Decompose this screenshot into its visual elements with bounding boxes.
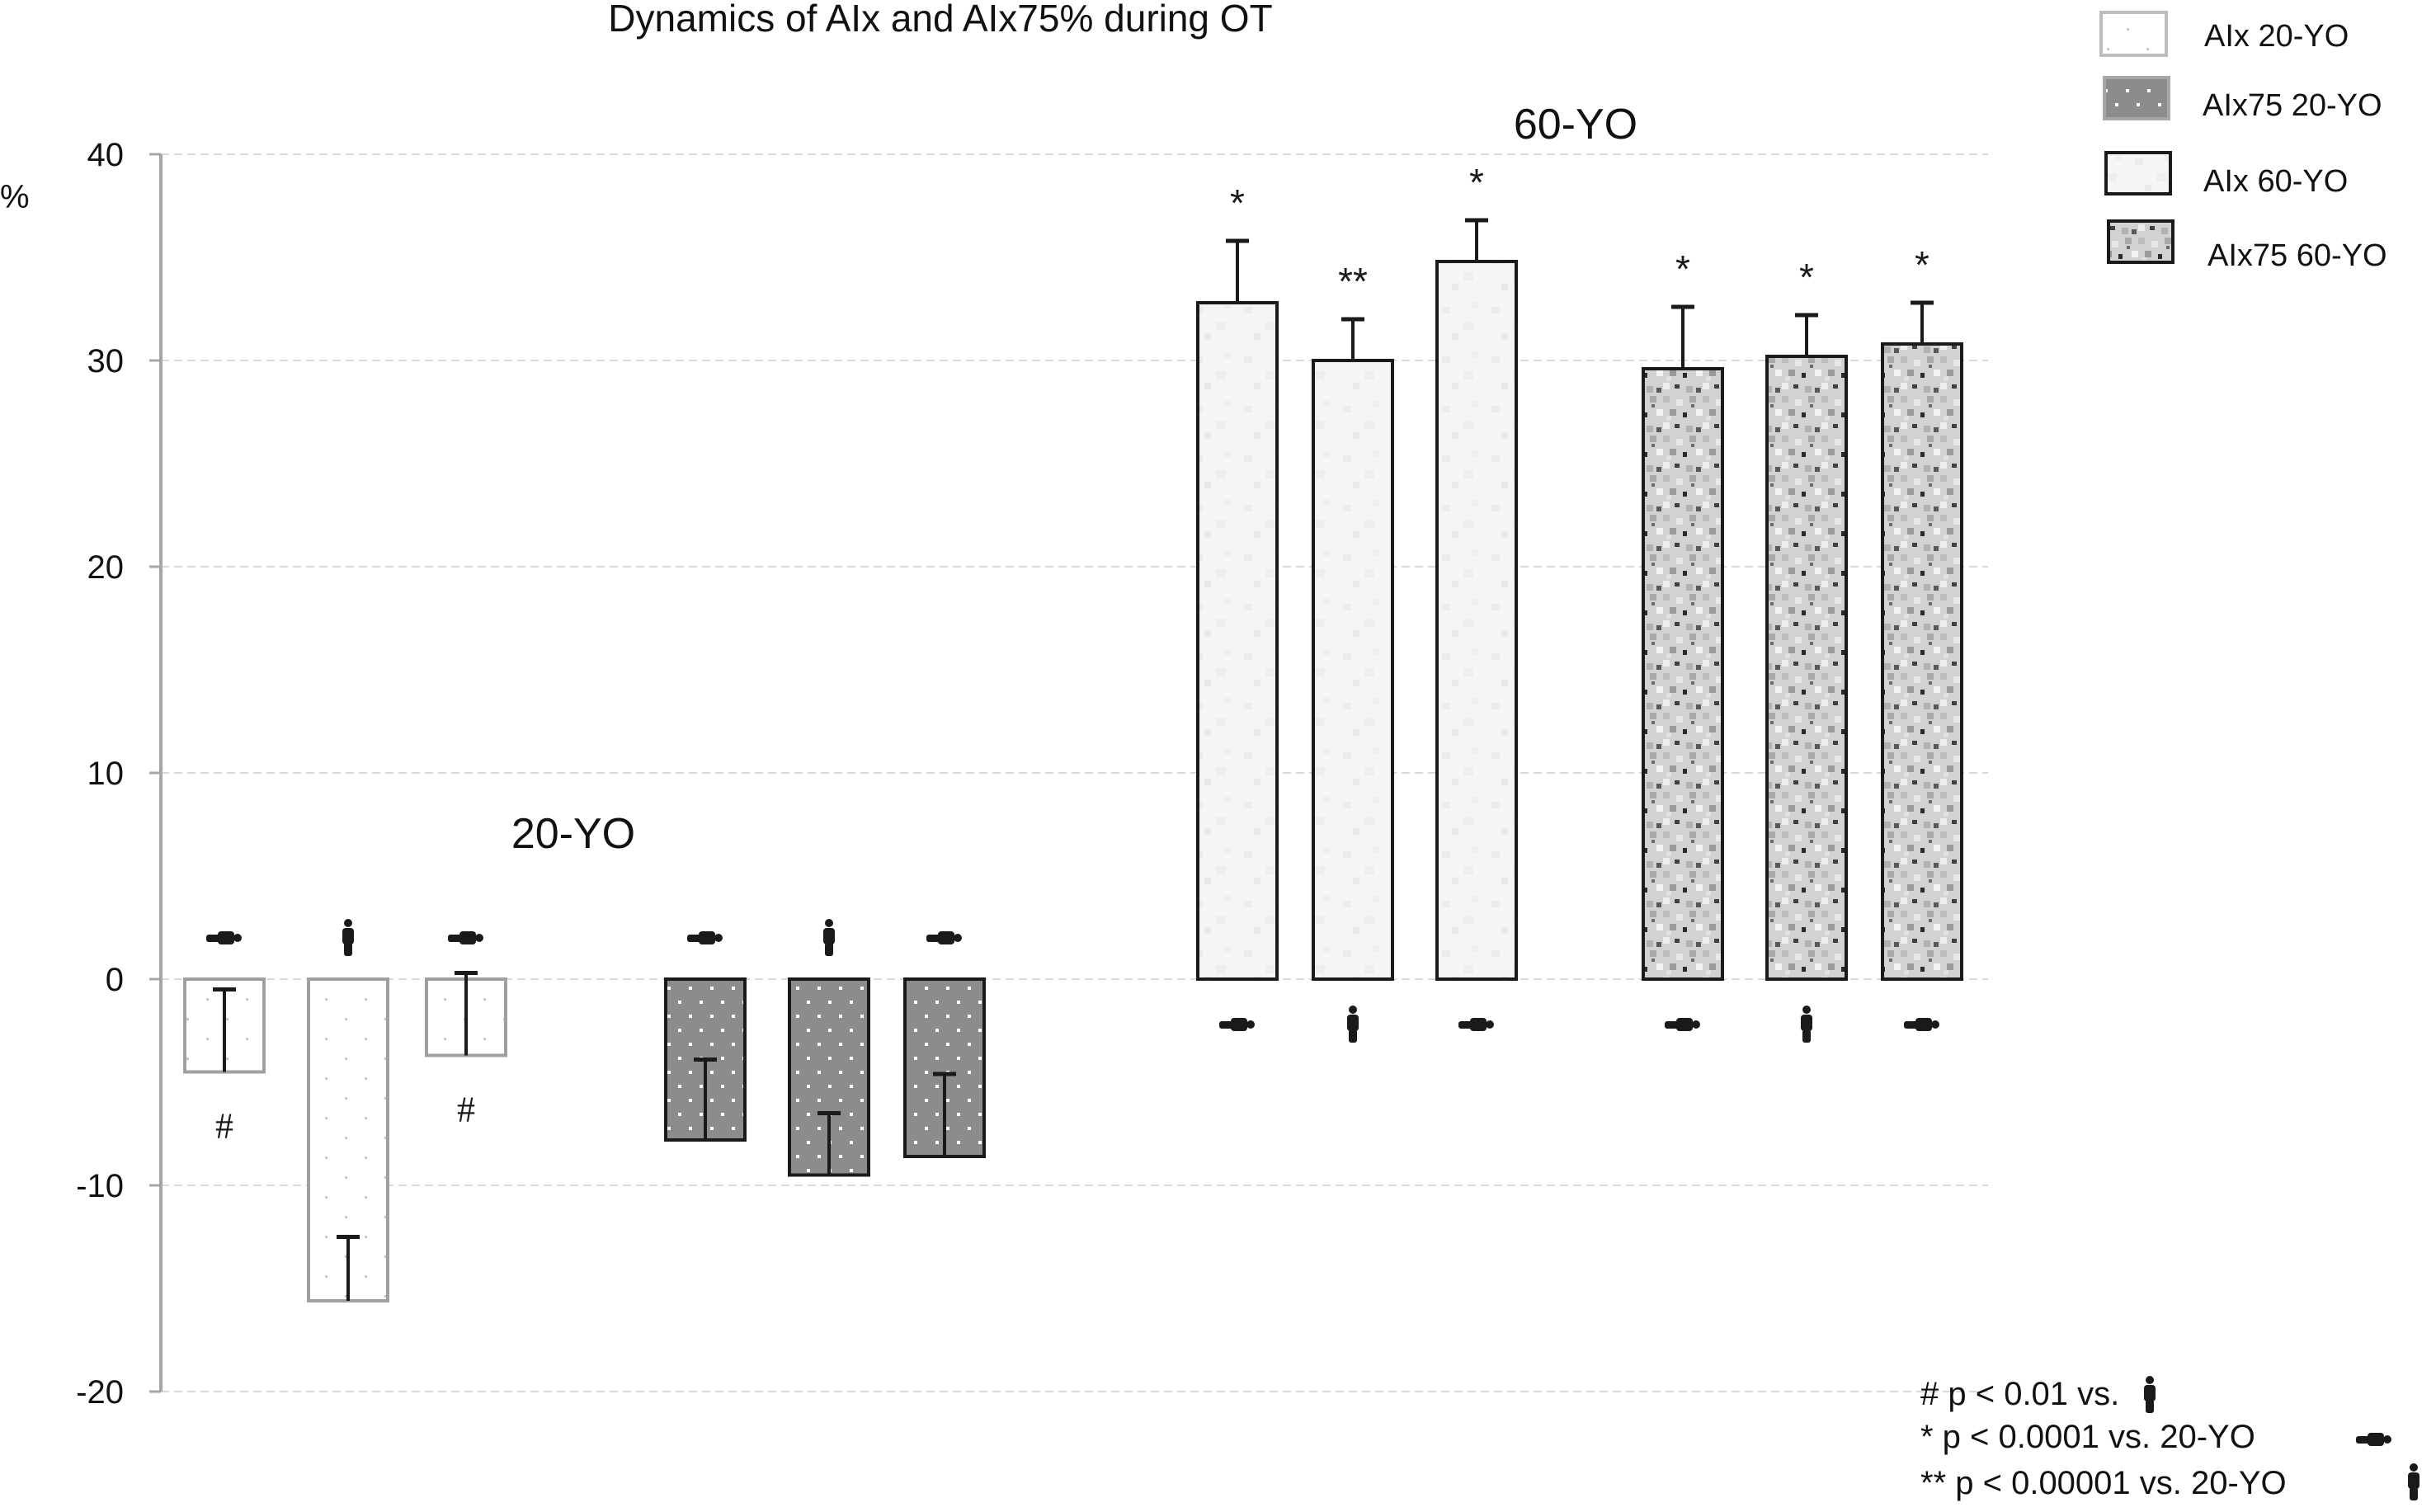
group-label-20yo: 20-YO [511, 810, 635, 858]
y-tick-label: 30 [87, 343, 125, 379]
supine-person-icon [1458, 1018, 1494, 1031]
legend-swatch-aix-20yo [2099, 11, 2168, 57]
legend-label-aix75-60yo: AIx75 60-YO [2207, 238, 2387, 273]
y-tick-label: 0 [106, 962, 124, 998]
legend-item-aix75-20yo: AIx75 20-YO [2103, 76, 2382, 123]
y-axis: 40 30 20 10 0 -10 -20 [76, 137, 163, 1411]
legend-label-aix75-20yo: AIx75 20-YO [2203, 88, 2382, 123]
supine-person-icon [2356, 1433, 2391, 1446]
note-hash: # p < 0.01 vs. [1920, 1376, 2119, 1412]
note-double-star: ** p < 0.00001 vs. 20-YO [1920, 1465, 2287, 1501]
significance-mark: * [1915, 243, 1929, 286]
supine-person-icon [1904, 1018, 1939, 1031]
supine-person-icon [687, 931, 723, 944]
standing-person-icon [2144, 1376, 2156, 1413]
legend-swatch-aix75-20yo [2103, 76, 2170, 120]
significance-mark: * [1230, 181, 1245, 224]
standing-person-icon [342, 919, 354, 956]
significance-notes: # p < 0.01 vs. * p < 0.0001 vs. 20-YO **… [1920, 1376, 2420, 1501]
supine-person-icon [926, 931, 962, 944]
standing-person-icon [823, 919, 835, 956]
y-tick-label: 20 [87, 549, 125, 586]
standing-person-icon [1801, 1006, 1812, 1043]
supine-person-icon [1665, 1018, 1700, 1031]
chart-title: Dynamics of AIx and AIx75% during OT [608, 0, 1272, 40]
legend-swatch-aix-60yo [2104, 151, 2172, 195]
bar-aix-60-yo-2 [1312, 359, 1394, 981]
legend-swatch-aix75-60yo [2107, 219, 2174, 264]
legend-item-aix75-60yo: AIx75 60-YO [2107, 219, 2387, 273]
legend-item-aix-20yo: AIx 20-YO [2099, 11, 2349, 57]
supine-person-icon [1219, 1018, 1255, 1031]
supine-person-icon [448, 931, 483, 944]
legend-label-aix-20yo: AIx 20-YO [2204, 19, 2349, 54]
bar-aix75-60-yo-2 [1765, 355, 1848, 981]
legend-label-aix-60yo: AIx 60-YO [2203, 164, 2348, 199]
standing-person-icon [2408, 1463, 2420, 1500]
group-label-60yo: 60-YO [1514, 101, 1637, 148]
bars [183, 218, 1963, 1302]
bar-aix75-60-yo-3 [1881, 342, 1963, 981]
significance-mark: * [1675, 247, 1690, 290]
legend: AIx 20-YO AIx75 20-YO AIx 60-YO AIx75 60… [2099, 11, 2387, 273]
significance-mark: * [1799, 256, 1814, 299]
significance-mark: * [1469, 161, 1484, 204]
supine-person-icon [206, 931, 242, 944]
legend-item-aix-60yo: AIx 60-YO [2104, 151, 2348, 199]
bar-aix-60-yo-1 [1196, 301, 1279, 981]
significance-mark: ** [1338, 260, 1368, 303]
hash-mark: # [215, 1106, 233, 1147]
note-star: * p < 0.0001 vs. 20-YO [1920, 1419, 2255, 1455]
y-tick-label: 10 [87, 756, 125, 792]
y-axis-label: % [0, 179, 30, 215]
annotations: # #***** * * [206, 161, 1939, 1147]
bar-aix-60-yo-3 [1435, 260, 1518, 981]
standing-person-icon [1347, 1006, 1359, 1043]
y-tick-label: 40 [87, 137, 125, 173]
y-tick-label: -20 [76, 1374, 124, 1411]
hash-mark: # [457, 1090, 475, 1130]
y-tick-label: -10 [76, 1168, 124, 1204]
bar-aix75-60-yo-1 [1642, 367, 1724, 981]
